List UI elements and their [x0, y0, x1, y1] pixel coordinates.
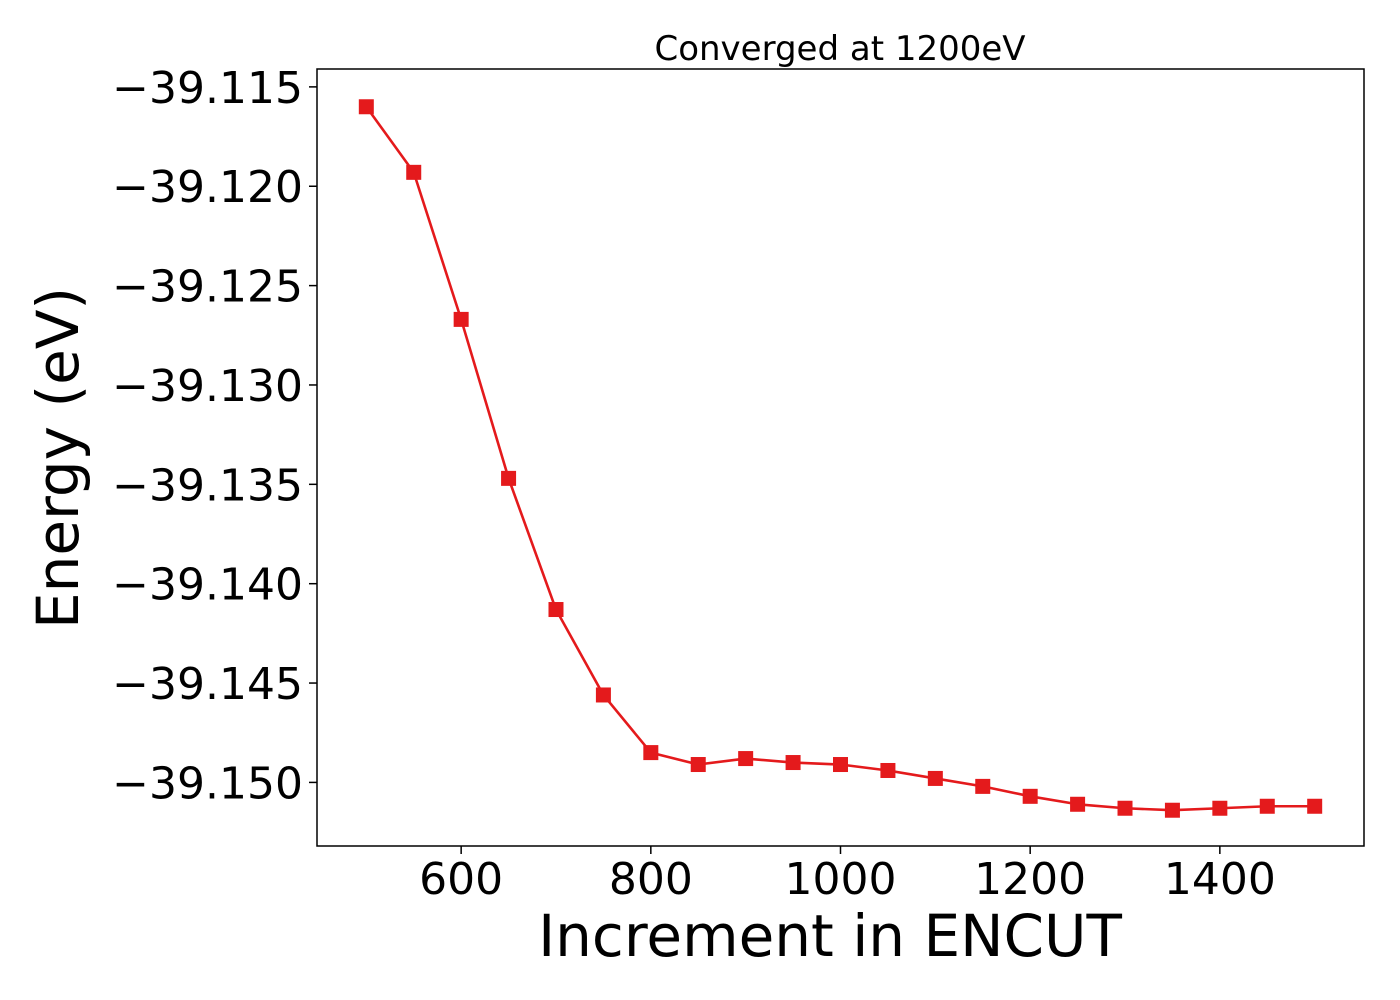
x-tick-label: 600	[419, 854, 503, 905]
data-point	[501, 471, 516, 486]
y-tick-label: −39.125	[112, 262, 303, 313]
data-point	[596, 687, 611, 702]
y-tick-label: −39.150	[112, 758, 303, 809]
data-point	[359, 99, 374, 114]
data-point	[880, 763, 895, 778]
y-tick-label: −39.115	[112, 63, 303, 114]
chart-title: Converged at 1200eV	[654, 29, 1025, 69]
data-point	[1260, 799, 1275, 814]
y-tick-label: −39.145	[112, 659, 303, 710]
x-axis-label: Increment in ENCUT	[538, 902, 1122, 970]
data-point	[454, 312, 469, 327]
data-point	[1165, 803, 1180, 818]
y-tick-label: −39.140	[112, 560, 303, 611]
data-point	[548, 602, 563, 617]
x-tick-label: 1400	[1164, 854, 1276, 905]
data-point	[975, 779, 990, 794]
data-point	[1023, 789, 1038, 804]
y-tick-label: −39.135	[112, 460, 303, 511]
data-point	[1118, 801, 1133, 816]
y-tick-label: −39.120	[112, 162, 303, 213]
data-point	[1070, 797, 1085, 812]
x-tick-label: 800	[609, 854, 693, 905]
data-point	[833, 757, 848, 772]
data-point	[928, 771, 943, 786]
y-axis-label: Energy (eV)	[24, 287, 92, 629]
data-point	[691, 757, 706, 772]
data-point	[406, 165, 421, 180]
data-point	[738, 751, 753, 766]
x-tick-label: 1200	[974, 854, 1086, 905]
data-point	[643, 745, 658, 760]
data-point	[786, 755, 801, 770]
data-point	[1307, 799, 1322, 814]
x-tick-label: 1000	[785, 854, 897, 905]
data-point	[1212, 801, 1227, 816]
y-tick-label: −39.130	[112, 361, 303, 412]
